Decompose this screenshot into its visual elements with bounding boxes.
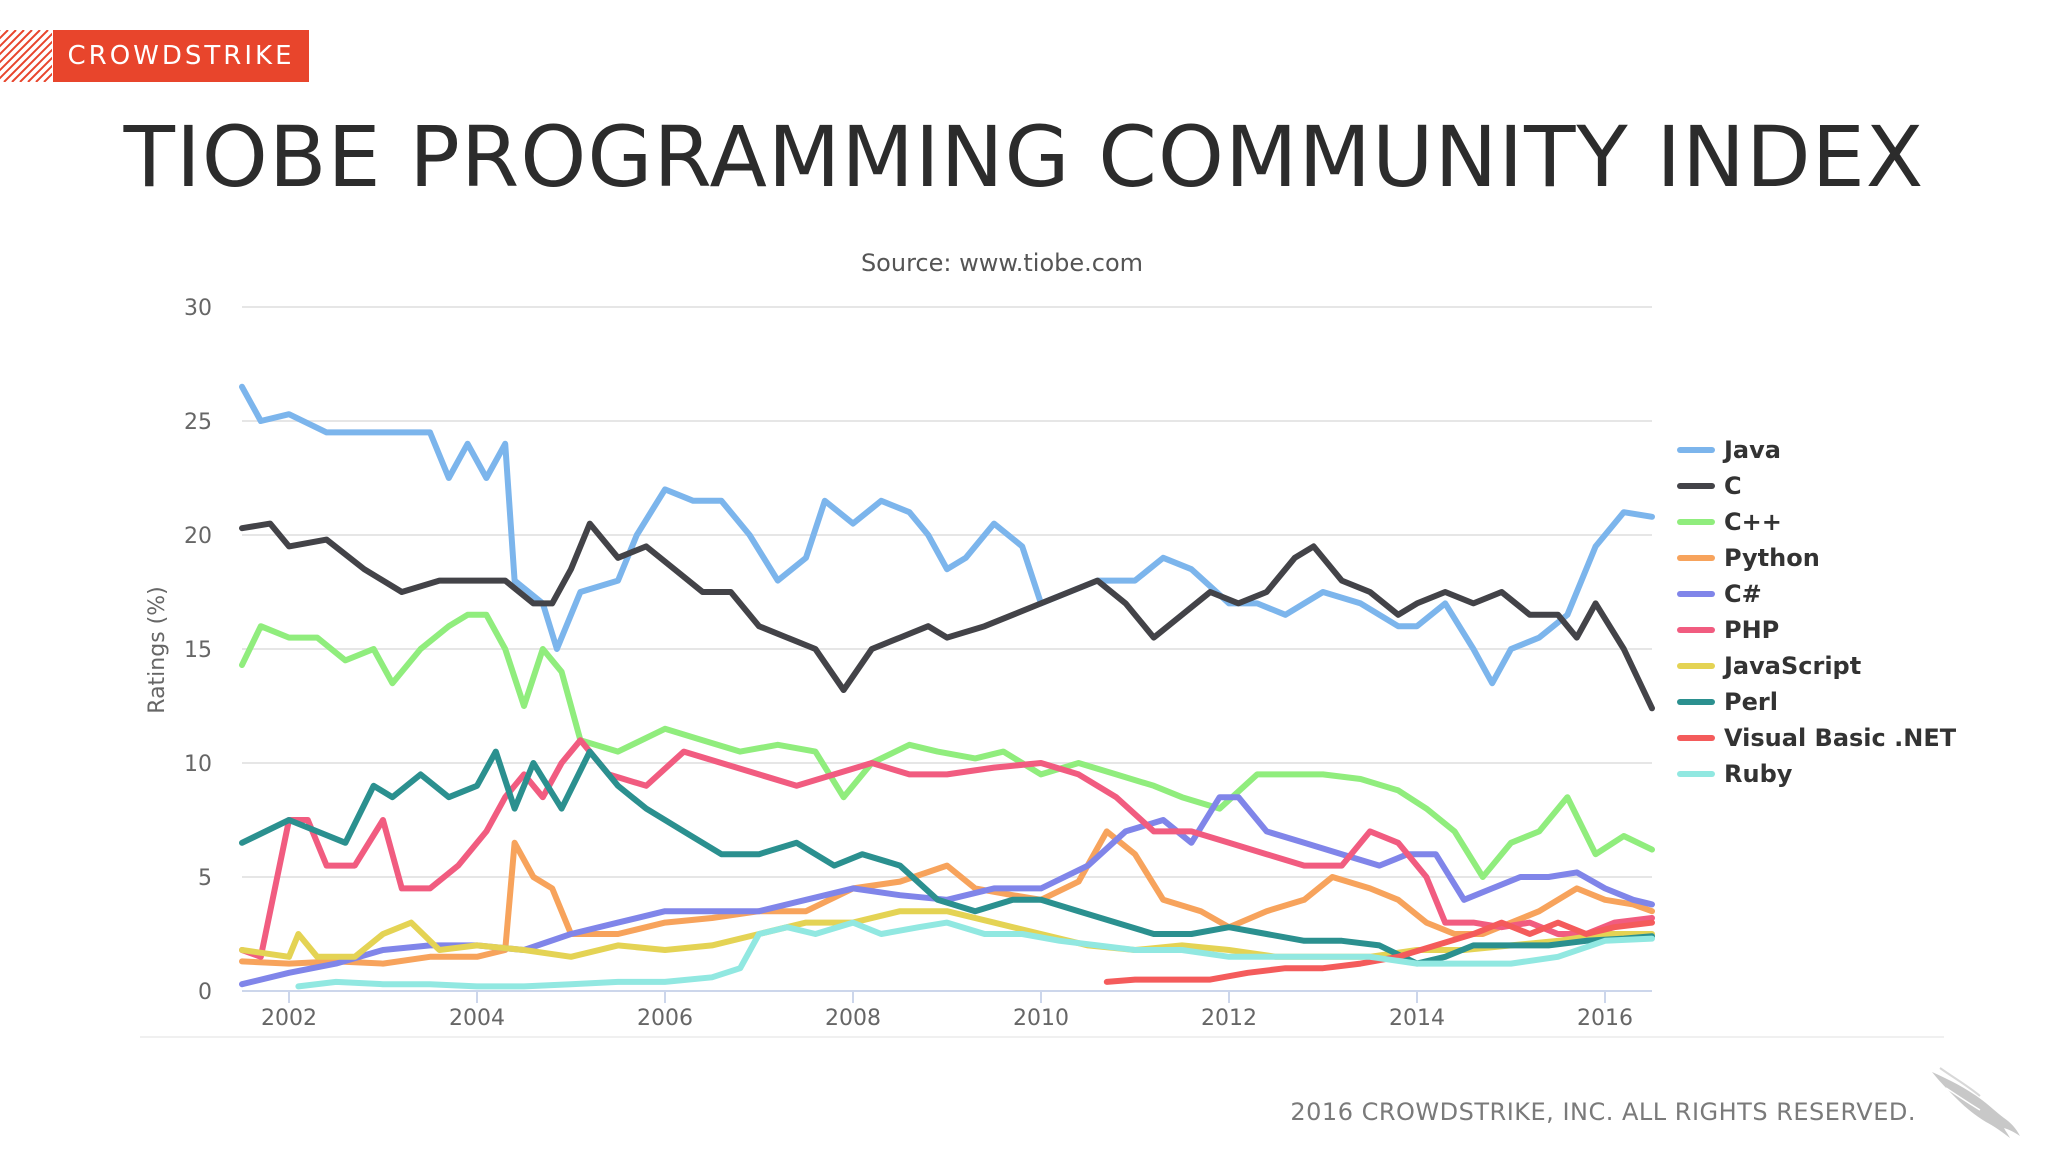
x-tick-label: 2016: [1577, 1006, 1633, 1031]
legend-label: C#: [1724, 580, 1762, 608]
series-line-php[interactable]: [239, 737, 1655, 960]
chart-legend[interactable]: Java C C++ Python C# PHP JavaScript Perl Visual …: [1677, 436, 1957, 788]
legend-item[interactable]: Ruby: [1677, 760, 1793, 788]
x-tick-label: 2004: [449, 1006, 505, 1031]
x-tick-label: 2002: [261, 1006, 317, 1031]
legend-item[interactable]: Visual Basic .NET: [1677, 724, 1957, 752]
legend-item[interactable]: Perl: [1677, 688, 1778, 716]
x-axis-ticks: 2002 2004 2006 2008 2010 2012 2014 2016: [261, 991, 1633, 1031]
x-tick-label: 2012: [1201, 1006, 1257, 1031]
y-tick-label: 25: [184, 410, 212, 435]
series-line-ruby[interactable]: [295, 919, 1655, 990]
legend-item[interactable]: C++: [1677, 508, 1782, 536]
falcon-icon: [1930, 1066, 2022, 1138]
series-line-java[interactable]: [239, 383, 1655, 687]
legend-label: C++: [1724, 508, 1782, 536]
legend-label: Visual Basic .NET: [1724, 724, 1957, 752]
series-lines: [239, 383, 1655, 990]
legend-label: Ruby: [1724, 760, 1793, 788]
series-line-c[interactable]: [239, 611, 1655, 880]
legend-item[interactable]: PHP: [1677, 616, 1779, 644]
legend-label: PHP: [1724, 616, 1779, 644]
legend-item[interactable]: JavaScript: [1677, 652, 1861, 680]
legend-label: Java: [1722, 436, 1781, 464]
y-axis-label: Ratings (%): [145, 586, 170, 713]
legend-item[interactable]: Java: [1677, 436, 1781, 464]
y-tick-label: 5: [198, 866, 212, 891]
legend-item[interactable]: C#: [1677, 580, 1762, 608]
y-axis-ticks: 0 5 10 15 20 25 30: [184, 296, 212, 1005]
x-tick-label: 2010: [1013, 1006, 1069, 1031]
y-tick-label: 0: [198, 980, 212, 1005]
chart-subtitle: Source: www.tiobe.com: [861, 249, 1143, 277]
gridlines: [242, 306, 1652, 878]
series-line-visual-basic-net[interactable]: [1103, 919, 1655, 985]
y-tick-label: 30: [184, 296, 212, 321]
legend-item[interactable]: C: [1677, 472, 1742, 500]
x-tick-label: 2014: [1389, 1006, 1445, 1031]
brand-stripes: [0, 30, 52, 82]
copyright-footer: 2016 CROWDSTRIKE, INC. ALL RIGHTS RESERV…: [1290, 1098, 1916, 1126]
brand-logo: CROWDSTRIKE: [53, 30, 309, 82]
legend-label: C: [1724, 472, 1742, 500]
series-line-c[interactable]: [239, 520, 1655, 712]
legend-label: Perl: [1724, 688, 1778, 716]
x-tick-label: 2008: [825, 1006, 881, 1031]
legend-label: Python: [1724, 544, 1820, 572]
legend-label: JavaScript: [1722, 652, 1861, 680]
y-tick-label: 20: [184, 524, 212, 549]
legend-item[interactable]: Python: [1677, 544, 1820, 572]
y-tick-label: 10: [184, 752, 212, 777]
series-line-c[interactable]: [239, 794, 1655, 988]
y-tick-label: 15: [184, 638, 212, 663]
x-tick-label: 2006: [637, 1006, 693, 1031]
slide-title: TIOBE PROGRAMMING COMMUNITY INDEX: [123, 108, 1925, 206]
